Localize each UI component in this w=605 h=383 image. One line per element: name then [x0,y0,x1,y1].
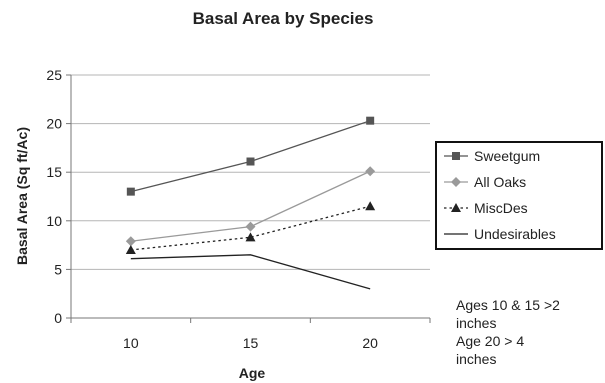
data-point [245,221,256,232]
legend-item-undesirables: Undesirables [444,226,556,242]
legend-label: Undesirables [474,226,556,242]
y-tick-label: 15 [46,164,62,180]
y-tick-label: 25 [46,67,62,83]
data-point [365,166,376,177]
data-point [365,201,376,211]
y-tick-label: 20 [46,116,62,132]
chart-annotation: Ages 10 & 15 >2 inches Age 20 > 4 inches [456,296,601,368]
x-axis-ticks: 10 15 20 [70,318,431,351]
data-point [246,157,255,166]
series-line [130,120,371,193]
legend-label: MiscDes [474,200,528,216]
series-line [130,205,371,251]
legend-item-sweetgum: Sweetgum [444,148,540,164]
legend-item-all-oaks: All Oaks [444,174,526,190]
x-tick-label: 15 [243,335,259,351]
data-point [125,244,136,254]
chart-title: Basal Area by Species [193,9,374,28]
legend-label: All Oaks [474,174,526,190]
annotation-line: Age 20 > 4 [456,333,525,349]
legend: Sweetgum All Oaks MiscDes Undesirables [435,141,603,250]
legend-marker [452,152,460,160]
data-point [126,187,135,196]
series-undesirables [130,254,371,290]
x-axis-label: Age [239,365,266,381]
y-axis-ticks: 0 5 10 15 20 25 [46,67,71,326]
series-all-oaks [125,166,376,247]
series-line [130,254,371,290]
legend-box [435,141,603,250]
y-axis-label: Basal Area (Sq ft/Ac) [14,127,30,265]
y-tick-label: 10 [46,213,62,229]
y-tick-label: 0 [54,310,62,326]
series-sweetgum [126,116,375,196]
annotation-line: inches [456,351,497,367]
legend-item-miscdes: MiscDes [444,200,528,216]
legend-marker [451,177,461,187]
x-tick-label: 20 [362,335,378,351]
axes [70,75,430,319]
data-point [366,116,375,125]
series-layer [125,116,376,290]
annotation-line: inches [456,315,497,331]
x-tick-label: 10 [123,335,139,351]
series-miscdes [125,201,376,254]
data-point [245,232,256,242]
annotation-line: Ages 10 & 15 >2 [456,297,560,313]
legend-marker [451,203,461,212]
data-point [125,236,136,247]
y-tick-label: 5 [54,261,62,277]
legend-label: Sweetgum [474,148,540,164]
